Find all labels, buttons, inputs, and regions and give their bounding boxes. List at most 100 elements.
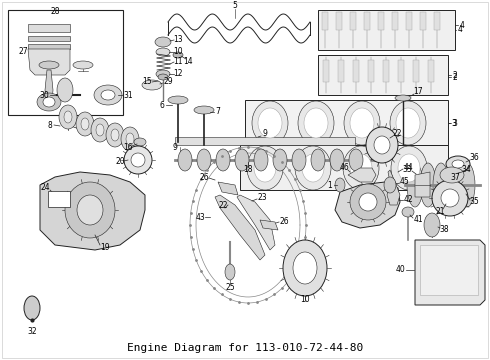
- Ellipse shape: [350, 108, 374, 138]
- Ellipse shape: [366, 127, 398, 163]
- Ellipse shape: [254, 149, 268, 171]
- Ellipse shape: [247, 146, 283, 190]
- Text: 3: 3: [453, 118, 458, 127]
- Text: 7: 7: [216, 108, 220, 117]
- Bar: [175, 137, 355, 145]
- Polygon shape: [415, 240, 485, 305]
- Bar: [378, 12, 384, 30]
- Ellipse shape: [391, 146, 427, 190]
- Ellipse shape: [295, 146, 331, 190]
- Bar: [28, 24, 70, 32]
- Ellipse shape: [111, 129, 119, 141]
- Ellipse shape: [398, 154, 420, 182]
- Text: 10: 10: [300, 296, 310, 305]
- Ellipse shape: [73, 61, 93, 69]
- Ellipse shape: [420, 163, 436, 207]
- Ellipse shape: [225, 264, 235, 280]
- Text: 32: 32: [27, 328, 37, 337]
- Text: 18: 18: [243, 166, 253, 175]
- Ellipse shape: [441, 189, 459, 207]
- Text: 42: 42: [403, 195, 413, 204]
- Text: 37: 37: [450, 174, 460, 183]
- Ellipse shape: [173, 52, 183, 58]
- Ellipse shape: [155, 37, 171, 47]
- Ellipse shape: [302, 154, 324, 182]
- Text: 25: 25: [225, 284, 235, 292]
- Ellipse shape: [311, 149, 325, 171]
- Ellipse shape: [396, 108, 420, 138]
- Ellipse shape: [156, 70, 170, 78]
- Text: 26: 26: [199, 172, 209, 181]
- Ellipse shape: [446, 156, 470, 172]
- Polygon shape: [215, 195, 265, 260]
- Ellipse shape: [350, 184, 386, 220]
- Bar: [392, 12, 398, 30]
- Text: 33: 33: [402, 166, 412, 175]
- Bar: [353, 60, 359, 82]
- Text: 31: 31: [123, 90, 133, 99]
- Bar: [406, 12, 412, 30]
- Text: 44: 44: [403, 163, 413, 172]
- Ellipse shape: [158, 74, 168, 80]
- Ellipse shape: [168, 96, 188, 104]
- Text: 43: 43: [195, 212, 205, 221]
- Text: 45: 45: [399, 177, 409, 186]
- Ellipse shape: [43, 97, 55, 107]
- Bar: [322, 12, 328, 30]
- Ellipse shape: [293, 252, 317, 284]
- Ellipse shape: [106, 123, 124, 147]
- Ellipse shape: [359, 193, 377, 211]
- Bar: [383, 60, 389, 82]
- Text: 10: 10: [173, 48, 183, 57]
- Ellipse shape: [252, 101, 288, 145]
- Polygon shape: [348, 168, 376, 182]
- Bar: [8, 10, 123, 115]
- Ellipse shape: [402, 207, 414, 217]
- Text: 38: 38: [439, 225, 449, 234]
- Text: 24: 24: [40, 184, 50, 193]
- Text: 16: 16: [123, 143, 133, 152]
- Text: 2: 2: [453, 71, 457, 80]
- Text: 5: 5: [233, 1, 238, 10]
- Bar: [48, 191, 70, 207]
- Bar: [338, 60, 344, 82]
- Text: 23: 23: [257, 193, 267, 202]
- Ellipse shape: [446, 163, 462, 207]
- Ellipse shape: [343, 146, 379, 190]
- Bar: [428, 60, 434, 82]
- Bar: [350, 12, 356, 30]
- Ellipse shape: [37, 93, 61, 111]
- Text: 26: 26: [279, 217, 289, 226]
- Ellipse shape: [24, 296, 40, 320]
- Bar: [434, 12, 440, 30]
- Text: 27: 27: [18, 48, 28, 57]
- Ellipse shape: [57, 78, 73, 102]
- Bar: [28, 44, 70, 49]
- Ellipse shape: [65, 182, 115, 238]
- Ellipse shape: [349, 149, 363, 171]
- Ellipse shape: [156, 48, 170, 56]
- Ellipse shape: [126, 133, 134, 145]
- Text: 46: 46: [339, 163, 349, 172]
- Text: 20: 20: [115, 157, 125, 166]
- Ellipse shape: [121, 127, 139, 151]
- Text: 4: 4: [460, 21, 465, 30]
- Polygon shape: [318, 10, 455, 50]
- Polygon shape: [218, 182, 238, 195]
- Polygon shape: [245, 100, 448, 145]
- Ellipse shape: [64, 111, 72, 123]
- Ellipse shape: [101, 90, 115, 100]
- Text: 12: 12: [173, 69, 183, 78]
- Text: 15: 15: [142, 77, 152, 86]
- Ellipse shape: [76, 112, 94, 136]
- Ellipse shape: [178, 149, 192, 171]
- Ellipse shape: [298, 101, 334, 145]
- Text: 1: 1: [328, 180, 332, 189]
- Bar: [28, 36, 70, 41]
- Text: 22: 22: [392, 130, 402, 139]
- Ellipse shape: [197, 149, 211, 171]
- Text: 28: 28: [50, 8, 60, 17]
- Ellipse shape: [304, 108, 328, 138]
- Text: 9: 9: [263, 130, 268, 139]
- Text: 35: 35: [469, 198, 479, 207]
